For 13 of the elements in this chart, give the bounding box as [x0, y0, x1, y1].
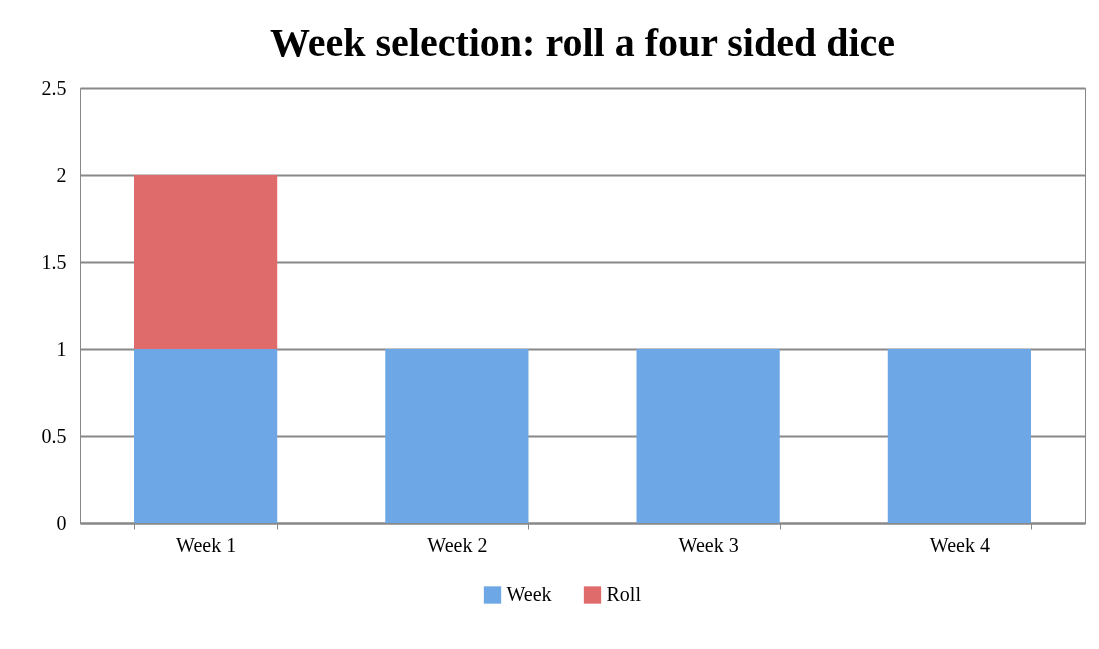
y-tick-label: 1: [56, 337, 67, 360]
chart-title: Week selection: roll a four sided dice: [269, 20, 896, 65]
legend-label: Roll: [606, 583, 642, 605]
legend-label: Week: [506, 583, 552, 605]
y-tick-label: 2: [56, 163, 67, 186]
y-tick-label: 0: [56, 511, 67, 534]
y-tick-label: 2.5: [41, 76, 67, 99]
x-tick-label: Week 1: [176, 533, 237, 556]
x-tick-label: Week 4: [929, 533, 990, 556]
y-tick-label: 1.5: [41, 250, 67, 273]
y-tick-label: 0.5: [41, 424, 67, 447]
x-tick-label: Week 3: [678, 533, 739, 556]
x-tick-label: Week 2: [427, 533, 488, 556]
